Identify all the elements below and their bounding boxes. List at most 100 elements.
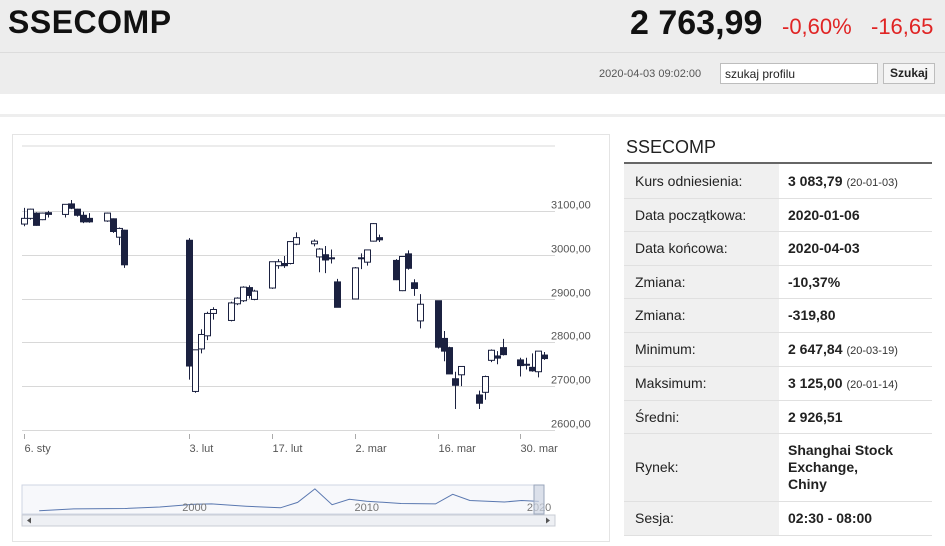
y-tick-label: 3000,00 <box>551 244 591 256</box>
info-row: Maksimum: 3 125,00 (20-01-14) <box>624 366 932 400</box>
x-tick-label: 2. mar <box>356 443 388 455</box>
x-tick-label: 3. lut <box>190 443 214 455</box>
instrument-info: SSECOMP Kurs odniesienia: 3 083,79 (20-01-… <box>624 132 932 536</box>
info-value: Shanghai Stock Exchange, Chiny <box>779 433 932 501</box>
scrollbar[interactable] <box>21 514 556 527</box>
candle <box>86 213 93 223</box>
candle-body <box>104 212 111 222</box>
info-value-text: 2 647,84 <box>788 341 843 357</box>
candle-body <box>364 249 371 263</box>
candle <box>435 300 442 349</box>
candle-body <box>529 366 536 372</box>
navigator-area <box>21 484 545 515</box>
quote-header: SSECOMP 2 763,99 -0,60% -16,65 <box>0 0 945 52</box>
candle-body <box>234 297 241 305</box>
candle <box>281 256 288 268</box>
candle <box>482 375 489 400</box>
candle <box>535 350 542 378</box>
navigator-range-handle[interactable] <box>533 484 545 515</box>
candle <box>251 289 258 301</box>
candle <box>204 311 211 341</box>
candle <box>275 259 282 269</box>
info-value: 3 125,00 (20-01-14) <box>779 366 932 400</box>
info-note: (20-01-14) <box>846 379 898 391</box>
candle-body <box>500 347 507 356</box>
x-tick-label: 6. sty <box>25 443 52 455</box>
info-row: Średni: 2 926,51 <box>624 400 932 433</box>
info-row: Rynek: Shanghai Stock Exchange, Chiny <box>624 433 932 501</box>
candlestick-chart[interactable]: 2600,00 2700,00 2800,00 2900,00 3000,00 3100,… <box>12 134 610 542</box>
x-tick-label: 30. mar <box>521 443 559 455</box>
candle <box>45 210 52 218</box>
candle <box>228 301 235 322</box>
candle <box>322 245 329 274</box>
info-label: Data końcowa: <box>624 231 779 265</box>
x-tick-label: 16. mar <box>439 443 477 455</box>
candle-body <box>452 378 459 386</box>
candle <box>210 307 217 320</box>
info-value-text: Shanghai Stock Exchange, Chiny <box>788 441 894 492</box>
info-label: Maksimum: <box>624 366 779 400</box>
info-value: 3 083,79 (20-01-03) <box>779 164 932 198</box>
candle <box>446 346 453 375</box>
info-table: Kurs odniesienia: 3 083,79 (20-01-03) Data … <box>624 164 932 536</box>
candle-body <box>328 257 335 260</box>
navigator-line <box>39 488 539 512</box>
candle <box>27 208 34 220</box>
candle <box>370 223 377 242</box>
candle <box>62 203 69 218</box>
candle-body <box>334 281 341 308</box>
scroll-right-icon <box>546 517 550 524</box>
candle-body <box>228 302 235 321</box>
candle-body <box>411 282 418 289</box>
info-label: Zmiana: <box>624 265 779 298</box>
candle-body <box>541 354 548 360</box>
candle-body <box>393 259 400 281</box>
candle-body <box>441 337 448 352</box>
candle <box>488 349 495 363</box>
candle-body <box>121 229 128 266</box>
candle <box>441 330 448 362</box>
candle-body <box>251 290 258 300</box>
candle <box>316 248 323 273</box>
info-value: 2 647,84 (20-03-19) <box>779 332 932 366</box>
info-value-text: 2020-01-06 <box>788 206 860 223</box>
info-row: Data końcowa: 2020-04-03 <box>624 231 932 265</box>
candle-body <box>39 212 46 221</box>
y-tick-label: 2700,00 <box>551 375 591 387</box>
candle <box>198 329 205 354</box>
candle-body <box>275 261 282 267</box>
y-tick-label: 2600,00 <box>551 419 591 431</box>
info-value: 2 926,51 <box>779 400 932 433</box>
candle <box>293 232 300 246</box>
candle-body <box>535 350 542 373</box>
info-title: SSECOMP <box>624 132 932 164</box>
info-label: Rynek: <box>624 433 779 501</box>
candle <box>541 352 548 360</box>
candle-body <box>316 248 323 258</box>
candle <box>39 212 46 221</box>
y-axis: 2600,00 2700,00 2800,00 2900,00 3000,00 3100,… <box>551 200 591 431</box>
candle-body <box>269 261 276 289</box>
candle-body <box>476 394 483 404</box>
candle <box>494 351 501 365</box>
candle-body <box>21 217 28 225</box>
candle <box>452 371 459 409</box>
search-input[interactable] <box>720 63 878 84</box>
candle <box>311 239 318 247</box>
candle <box>21 207 28 227</box>
candle-body <box>287 241 294 264</box>
candle-body <box>435 300 442 348</box>
candle-body <box>482 376 489 393</box>
candle-body <box>322 254 329 261</box>
search-button[interactable]: Szukaj <box>883 63 935 84</box>
candle-body <box>204 312 211 337</box>
info-value: 02:30 - 08:00 <box>779 501 932 535</box>
candle-body <box>198 333 205 350</box>
candle <box>517 357 524 377</box>
navigator-tick-label: 2000 <box>182 502 206 514</box>
candle <box>234 297 241 306</box>
candle-body <box>488 349 495 361</box>
candle-body <box>458 365 465 376</box>
y-tick-label: 2800,00 <box>551 331 591 343</box>
